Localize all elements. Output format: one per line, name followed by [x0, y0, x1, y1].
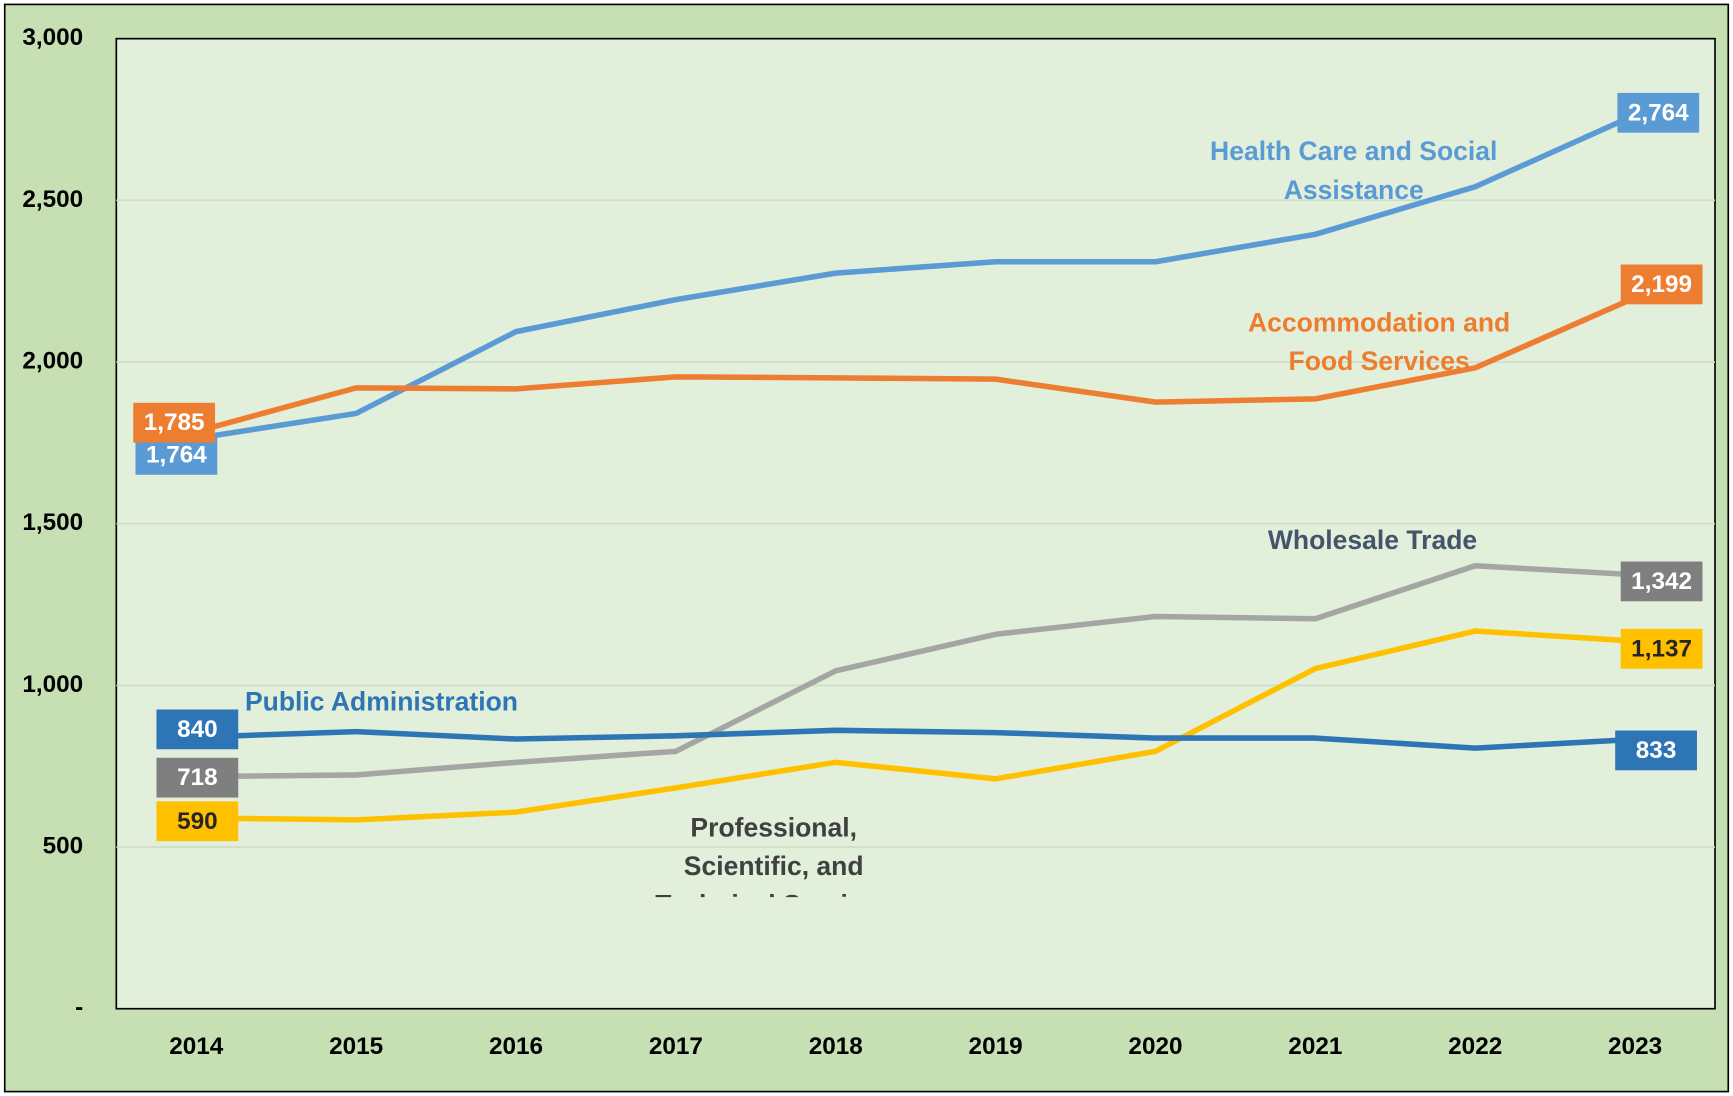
- value-label-box: [1620, 264, 1703, 305]
- series-line: [196, 628, 1636, 823]
- value-label-box: [1620, 628, 1703, 669]
- value-label: 2,764: [1628, 99, 1689, 126]
- x-tick-label: 2018: [809, 1033, 863, 1060]
- y-tick-label: 2,500: [22, 186, 83, 213]
- y-tick-label: 3,000: [22, 24, 83, 51]
- series-label: Wholesale Trade: [1267, 525, 1478, 556]
- series-line: [195, 295, 1637, 435]
- series-line: [195, 112, 1637, 442]
- value-label-box: [156, 709, 239, 750]
- x-tick-label: 2014: [169, 1033, 224, 1060]
- y-tick-label: 500: [43, 832, 84, 859]
- value-label: 590: [177, 808, 218, 835]
- value-label: 1,137: [1631, 635, 1692, 662]
- series-label-box: Professional, Scientific, and Technical …: [655, 813, 892, 897]
- y-tick-label: 1,000: [22, 671, 83, 698]
- value-label-box: [133, 402, 216, 443]
- x-tick-label: 2019: [969, 1033, 1023, 1060]
- y-tick-label: 1,500: [22, 509, 83, 536]
- series-label: Public Administration: [244, 687, 518, 718]
- value-label: 2,199: [1631, 271, 1692, 298]
- series-label: Professional, Scientific, and Technical …: [655, 813, 892, 897]
- series-label: Accommodation and Food Services: [1248, 308, 1511, 377]
- series-line: [196, 727, 1636, 751]
- value-label-box: [156, 757, 239, 798]
- value-label: 1,785: [144, 409, 205, 436]
- series-label-box: Public Administration: [244, 687, 518, 718]
- series-label-box: Wholesale Trade: [1267, 525, 1478, 556]
- value-label: 1,764: [146, 441, 207, 468]
- value-label-box: [1617, 92, 1700, 133]
- value-label: 840: [177, 716, 218, 743]
- value-label-box: [1620, 561, 1703, 602]
- series-line: [196, 562, 1636, 780]
- x-tick-label: 2021: [1288, 1033, 1342, 1060]
- x-tick-label: 2022: [1448, 1033, 1502, 1060]
- value-label-box: [156, 801, 239, 842]
- x-tick-label: 2020: [1128, 1033, 1182, 1060]
- series-label-box: Health Care and Social Assistance: [1210, 137, 1498, 206]
- value-label-box: [1615, 730, 1697, 771]
- value-label: 718: [177, 764, 218, 791]
- x-tick-label: 2023: [1608, 1033, 1662, 1060]
- y-tick-label: -: [75, 994, 83, 1021]
- x-tick-label: 2016: [489, 1033, 543, 1060]
- value-label: 833: [1636, 737, 1677, 764]
- y-tick-label: 2,000: [22, 347, 83, 374]
- series-label: Health Care and Social Assistance: [1210, 137, 1498, 206]
- series-label-box: Accommodation and Food Services: [1248, 308, 1511, 377]
- x-tick-label: 2015: [329, 1033, 383, 1060]
- value-label: 1,342: [1631, 568, 1692, 595]
- x-tick-label: 2017: [649, 1033, 703, 1060]
